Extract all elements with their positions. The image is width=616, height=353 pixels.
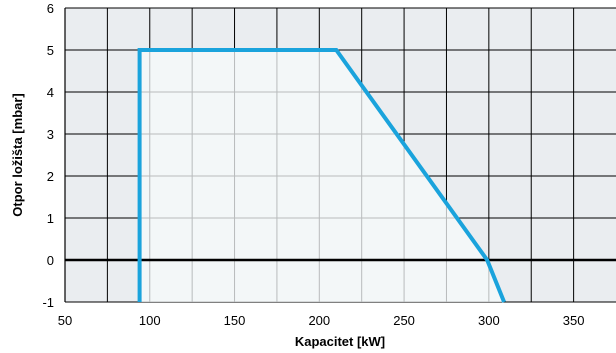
x-tick-label: 50 [58, 313, 72, 328]
y-tick-label: 6 [47, 1, 54, 16]
operating-range-outline [137, 48, 506, 303]
x-tick-label: 150 [224, 313, 246, 328]
y-axis-title: Otpor ložišta [mbar] [10, 93, 25, 217]
x-tick-label: 350 [563, 313, 585, 328]
y-tick-label: 1 [47, 211, 54, 226]
x-axis-title: Kapacitet [kW] [295, 334, 385, 349]
y-tick-label: 3 [47, 127, 54, 142]
x-tick-label: 300 [478, 313, 500, 328]
y-tick-label: 5 [47, 43, 54, 58]
y-tick-label: 4 [47, 85, 54, 100]
y-tick-label: -1 [42, 295, 54, 310]
x-tick-label: 200 [308, 313, 330, 328]
y-tick-label: 0 [47, 253, 54, 268]
y-tick-label: 2 [47, 169, 54, 184]
x-tick-label: 250 [393, 313, 415, 328]
x-tick-label: 100 [139, 313, 161, 328]
x-axis-tick-labels: 50 100 150 200 250 300 350 [58, 313, 585, 328]
y-axis-tick-labels: -1 0 1 2 3 4 5 6 [42, 1, 54, 310]
operating-range-area [139, 50, 505, 302]
